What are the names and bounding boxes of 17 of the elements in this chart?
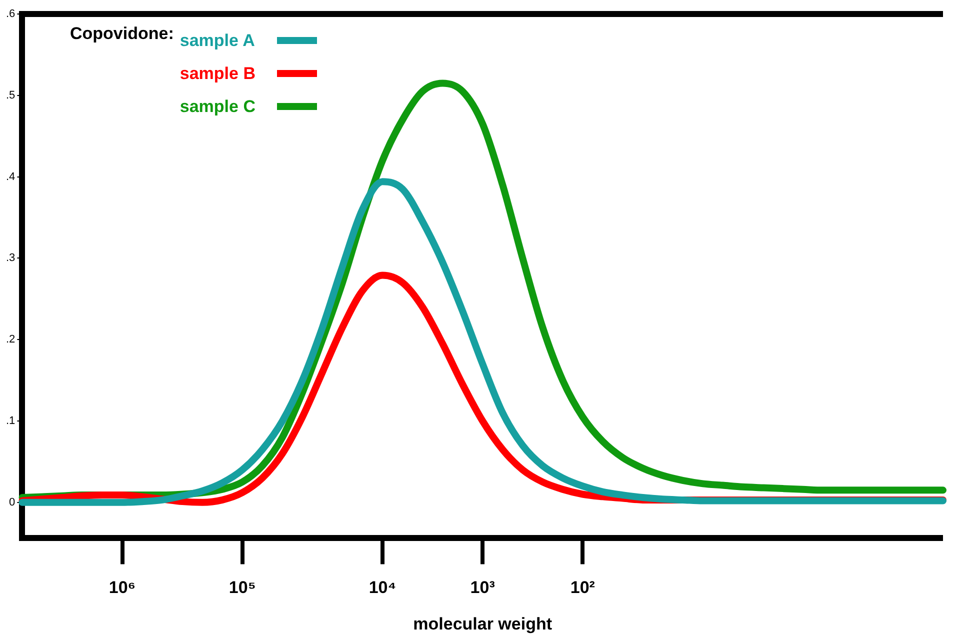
legend-label: sample A xyxy=(180,30,255,50)
y-tick-label: .4 xyxy=(6,170,16,183)
y-tick-label: .3 xyxy=(6,252,16,264)
y-tick-label: .1 xyxy=(6,415,16,428)
x-tick-label: 10² xyxy=(570,578,596,598)
x-tick-label: 10⁴ xyxy=(368,578,396,598)
x-tick-label: 10⁵ xyxy=(228,578,256,598)
y-tick-label: 0 xyxy=(9,496,16,508)
x-tick-label: 10⁶ xyxy=(108,578,136,598)
y-tick-label: .5 xyxy=(6,89,16,102)
x-axis-title: molecular weight xyxy=(413,614,552,634)
x-tick-label: 10³ xyxy=(470,578,496,598)
y-tick-label: .6 xyxy=(6,8,16,20)
legend-label: sample B xyxy=(180,64,256,84)
legend-title: Copovidone: xyxy=(70,24,174,45)
legend-label: sample C xyxy=(180,96,256,116)
y-tick-label: .2 xyxy=(6,334,16,346)
